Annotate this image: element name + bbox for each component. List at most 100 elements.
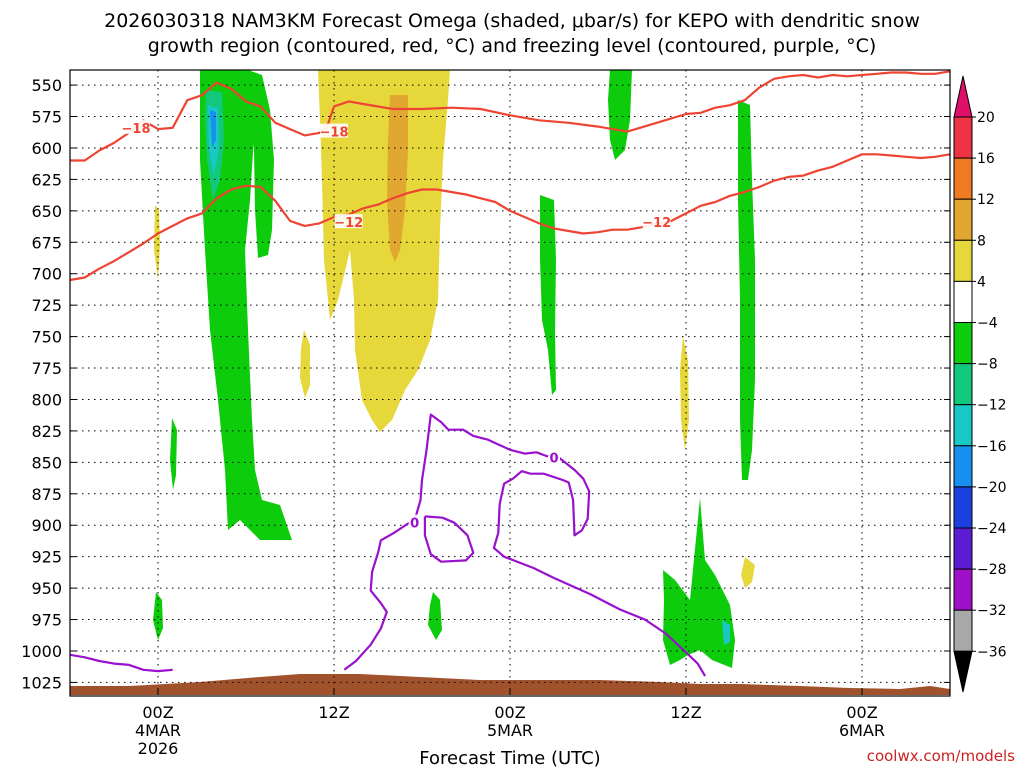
- colorbar-bottom-arrow: [953, 650, 973, 693]
- credit-link[interactable]: coolwx.com/models: [867, 747, 1015, 765]
- y-tick-label: 950: [31, 579, 62, 598]
- omega-shade-yellow-small2: [680, 336, 689, 450]
- contour-label: −12: [642, 216, 671, 231]
- y-tick-label: 800: [31, 390, 62, 409]
- chart-title-line1: 2026030318 NAM3KM Forecast Omega (shaded…: [104, 10, 920, 32]
- omega-shade-yellow-small1: [300, 330, 310, 398]
- omega-shading: [153, 70, 755, 668]
- contour-label: −18: [122, 122, 151, 137]
- colorbar-label: −32: [977, 603, 1007, 619]
- y-tick-label: 550: [31, 76, 62, 95]
- y-tick-label: 900: [31, 516, 62, 535]
- contour-line-dgz_bottom_-12C: [69, 153, 951, 282]
- x-tick-date: 6MAR: [839, 721, 885, 740]
- contour-label: 0: [410, 517, 419, 532]
- y-tick-label: 750: [31, 328, 62, 347]
- x-tick-label: 12Z: [670, 703, 701, 722]
- x-axis-title: Forecast Time (UTC): [419, 748, 600, 768]
- y-tick-label: 1000: [21, 642, 62, 661]
- colorbar-swatch: [953, 404, 973, 447]
- contour-label: 0: [549, 451, 558, 466]
- colorbar-label: 12: [977, 192, 995, 208]
- x-tick-label: 00Z: [846, 703, 877, 722]
- y-tick-label: 725: [31, 296, 62, 315]
- contour-label-bg: [408, 514, 421, 529]
- colorbar-swatch: [953, 609, 973, 652]
- y-tick-label: 600: [31, 139, 62, 158]
- x-tick-label: 00Z: [142, 703, 173, 722]
- gridlines: [70, 70, 950, 695]
- y-tick-label: 825: [31, 422, 62, 441]
- colorbar-label: −36: [977, 644, 1007, 660]
- colorbar-swatch: [953, 157, 973, 200]
- colorbar-swatch: [953, 568, 973, 611]
- x-tick-year: 2026: [138, 739, 179, 758]
- colorbar: 20 16 12 8 4 −4 −8 −12 −16 −20 −24 −28 −32 −36: [953, 75, 1007, 693]
- y-axis: 550 575 600 625 650 675 700 725 750 775 800 825 850 8…: [21, 76, 950, 692]
- contour-line-freezing_0C_b: [343, 413, 707, 677]
- colorbar-swatch: [953, 363, 973, 406]
- y-tick-label: 650: [31, 202, 62, 221]
- x-tick-label: 12Z: [318, 703, 349, 722]
- omega-shade-yellow-left-sliver: [154, 205, 160, 280]
- y-tick-label: 700: [31, 265, 62, 284]
- omega-shade-orange-core: [387, 95, 408, 262]
- omega-shade-green-small-bottom-mid: [428, 592, 442, 640]
- colorbar-label: −12: [977, 398, 1007, 414]
- y-tick-label: 775: [31, 359, 62, 378]
- colorbar-label: −4: [977, 316, 998, 332]
- x-tick-date: 4MAR: [135, 721, 181, 740]
- contour-labels: −18 −18 −12 −12 0 0: [122, 119, 671, 532]
- plot-frame: [69, 69, 951, 697]
- y-tick-label: 675: [31, 233, 62, 252]
- colorbar-swatch: [953, 239, 973, 282]
- y-tick-label: 850: [31, 453, 62, 472]
- colorbar-label: −20: [977, 480, 1007, 496]
- contour-lines: [69, 70, 951, 677]
- terrain-surface: [70, 674, 950, 695]
- contour-line-freezing_0C_inner: [423, 515, 475, 563]
- y-tick-label: 925: [31, 548, 62, 567]
- colorbar-swatch: [953, 280, 973, 323]
- omega-shade-yellow-small3: [741, 557, 755, 588]
- omega-shade-green-band1: [200, 70, 292, 540]
- chart-title-line2: growth region (contoured, red, °C) and f…: [148, 35, 877, 57]
- contour-label-bg: [548, 449, 560, 464]
- contour-line-dgz_top_-18C: [70, 70, 951, 162]
- y-tick-label: 575: [31, 108, 62, 127]
- omega-shade-blue-core: [210, 110, 216, 148]
- colorbar-label: 16: [977, 151, 995, 167]
- omega-shade-green-top-right1: [608, 70, 632, 160]
- colorbar-label: 20: [977, 110, 995, 126]
- y-tick-label: 1025: [21, 673, 62, 692]
- colorbar-label: 8: [977, 233, 986, 249]
- omega-shade-green-bottom-right: [663, 498, 735, 668]
- contour-label-bg: [122, 119, 150, 134]
- colorbar-swatch: [953, 486, 973, 529]
- contour-label-bg: [334, 214, 363, 229]
- x-tick-label: 00Z: [494, 703, 525, 722]
- colorbar-swatch: [953, 527, 973, 570]
- colorbar-swatch: [953, 116, 973, 159]
- x-tick-date: 5MAR: [487, 721, 533, 740]
- colorbar-label: −28: [977, 562, 1007, 578]
- omega-shade-green-small-left: [170, 418, 177, 490]
- omega-shade-green-center: [540, 195, 556, 395]
- colorbar-swatch: [953, 445, 973, 488]
- colorbar-label: 4: [977, 274, 986, 290]
- omega-shade-teal-bottom-right: [722, 620, 730, 645]
- y-tick-label: 975: [31, 611, 62, 630]
- omega-shade-yellow-main: [318, 70, 450, 432]
- omega-shade-green-right-column: [738, 100, 755, 480]
- colorbar-label: −8: [977, 357, 998, 373]
- contour-label-bg: [320, 123, 348, 138]
- contour-label: −18: [320, 126, 349, 141]
- colorbar-label: −16: [977, 439, 1007, 455]
- y-tick-label: 875: [31, 485, 62, 504]
- y-tick-label: 625: [31, 170, 62, 189]
- contour-label: −12: [334, 216, 363, 231]
- colorbar-label: −24: [977, 521, 1007, 537]
- contour-line-freezing_0C_a: [69, 653, 173, 673]
- colorbar-swatch: [953, 322, 973, 365]
